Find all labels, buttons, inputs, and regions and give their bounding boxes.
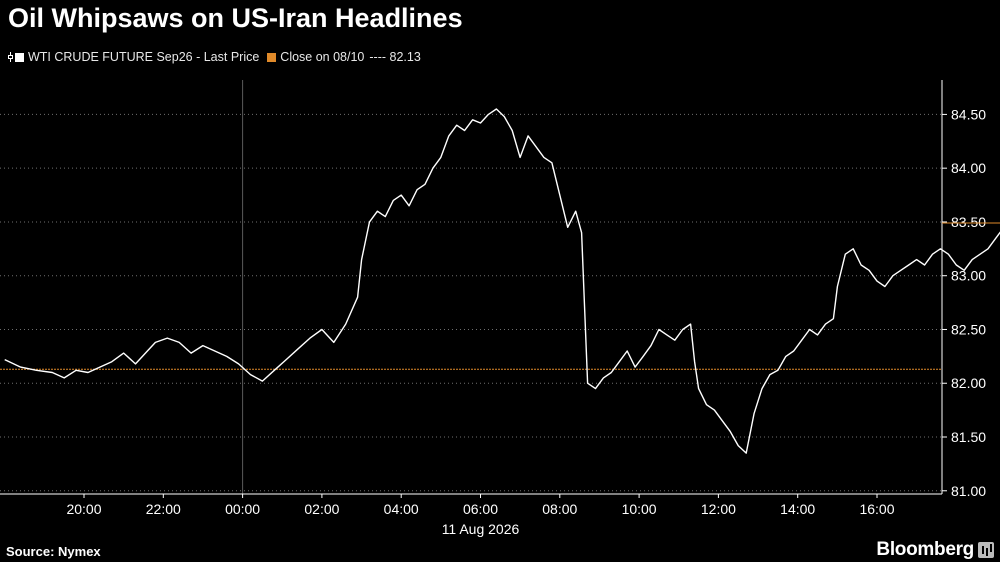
price-line (4, 108, 1000, 454)
y-tick-label: 84.00 (951, 160, 986, 176)
y-tick-label: 82.00 (951, 375, 986, 391)
chart-title: Oil Whipsaws on US-Iran Headlines (8, 3, 463, 33)
series-swatch (15, 52, 24, 62)
x-tick-label: 12:00 (701, 501, 736, 517)
candlestick-icon (8, 52, 14, 62)
x-tick-label: 16:00 (859, 501, 894, 517)
bar-chart-icon (978, 542, 994, 558)
x-tick-label: 04:00 (384, 501, 419, 517)
reference-swatch (267, 52, 277, 62)
x-tick-label: 22:00 (146, 501, 181, 517)
x-tick-label: 00:00 (225, 501, 260, 517)
x-tick-label: 14:00 (780, 501, 815, 517)
y-tick-label: 83.00 (951, 268, 986, 284)
x-tick-label: 02:00 (304, 501, 339, 517)
legend-reference-value: ---- 82.13 (369, 50, 421, 64)
y-tick-label: 83.50 (951, 214, 986, 230)
y-tick-label: 81.00 (951, 483, 986, 499)
x-tick-label: 10:00 (622, 501, 657, 517)
x-tick-label: 08:00 (542, 501, 577, 517)
x-tick-label: 20:00 (66, 501, 101, 517)
source-note: Source: Nymex (6, 544, 101, 559)
legend-series-label: WTI CRUDE FUTURE Sep26 - Last Price (28, 50, 260, 64)
y-tick-label: 84.50 (951, 106, 986, 122)
x-date-label: 11 Aug 2026 (442, 521, 520, 537)
y-tick-label: 82.50 (951, 321, 986, 337)
y-tick-label: 81.50 (951, 429, 986, 445)
legend: WTI CRUDE FUTURE Sep26 - Last Price Clos… (8, 50, 421, 64)
brand-logo: Bloomberg (876, 539, 974, 560)
legend-reference-label: Close on 08/10 (280, 50, 365, 64)
x-tick-label: 06:00 (463, 501, 498, 517)
